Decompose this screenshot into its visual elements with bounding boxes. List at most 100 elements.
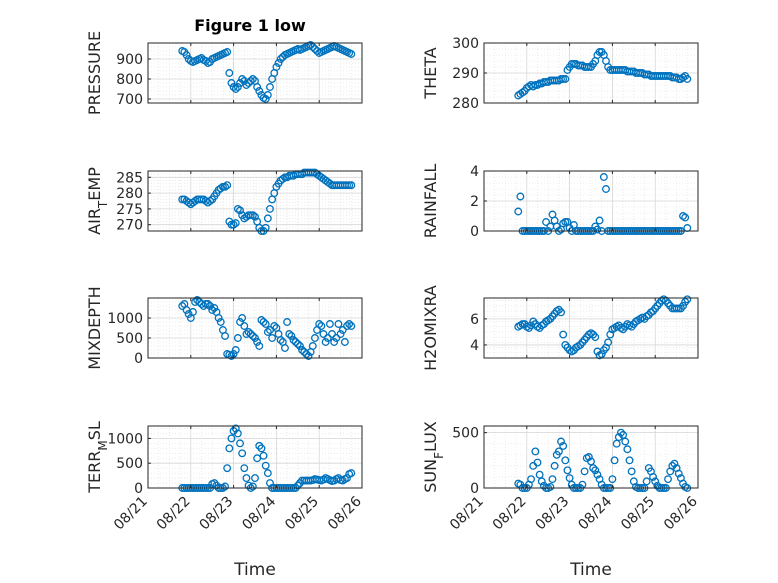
data-point: [263, 214, 272, 223]
data-point: [347, 469, 356, 478]
data-point: [227, 434, 236, 443]
data-point: [257, 316, 266, 324]
data-point: [251, 212, 259, 221]
data-point: [531, 447, 540, 456]
data-point: [263, 91, 272, 99]
data-point: [276, 55, 285, 63]
data-point: [203, 300, 212, 308]
data-point: [253, 83, 262, 91]
data-point: [343, 322, 351, 330]
data-point: [276, 336, 285, 344]
data-point: [514, 207, 523, 216]
y-tick-label: 0: [134, 481, 143, 497]
data-point: [330, 338, 339, 346]
data-point: [527, 475, 536, 484]
data-point: [263, 328, 272, 336]
data-point: [188, 308, 197, 316]
data-point: [674, 469, 683, 478]
y-tick-label: 1000: [107, 431, 143, 447]
data-point: [561, 75, 570, 83]
data-point: [623, 445, 632, 454]
data-point: [287, 332, 296, 340]
y-tick-label: 500: [452, 426, 479, 442]
data-point: [580, 467, 589, 476]
data-point: [244, 328, 253, 336]
data-point: [261, 320, 270, 328]
data-point: [266, 204, 274, 213]
series-mixdepth: [178, 296, 356, 360]
y-tick-label: 270: [116, 218, 143, 234]
data-point: [310, 334, 319, 342]
data-point: [679, 212, 687, 220]
y-tick-label: 0: [470, 481, 479, 497]
data-point: [242, 474, 251, 483]
data-point: [334, 320, 343, 328]
data-point: [278, 174, 287, 183]
data-point: [557, 308, 565, 317]
data-point: [238, 314, 247, 322]
y-tick-label: 285: [116, 170, 143, 186]
data-point: [227, 352, 236, 360]
y-tick-label: 6: [470, 312, 479, 328]
axes-box-h2omixra: [483, 297, 699, 359]
data-point: [627, 467, 636, 476]
data-point: [233, 429, 242, 438]
x-axis-label: Time: [233, 560, 276, 580]
data-point: [593, 225, 602, 234]
data-point: [223, 181, 232, 190]
series-h2omixra: [514, 295, 692, 360]
data-point: [253, 454, 262, 463]
data-point: [518, 88, 527, 97]
data-point: [270, 322, 279, 330]
data-point: [323, 334, 332, 342]
y-tick-label: 1000: [107, 311, 143, 327]
data-point: [261, 95, 270, 103]
data-point: [679, 73, 687, 82]
data-point: [295, 479, 304, 487]
data-point: [328, 330, 336, 338]
data-point: [193, 296, 202, 304]
y-axis-label-rainfall: RAINFALL: [421, 164, 440, 239]
data-point: [670, 459, 679, 468]
data-point: [206, 197, 215, 205]
data-point: [683, 295, 692, 304]
data-point: [244, 481, 253, 490]
data-point: [227, 79, 236, 87]
data-point: [516, 192, 525, 201]
y-tick-label: 2: [470, 194, 479, 210]
axes-box-mixdepth: [147, 297, 363, 359]
data-point: [599, 173, 608, 181]
data-point: [325, 320, 334, 328]
data-point: [546, 482, 555, 491]
data-point: [651, 477, 660, 486]
data-point: [338, 326, 347, 334]
data-point: [246, 330, 255, 338]
data-point: [537, 477, 546, 486]
data-point: [612, 439, 621, 448]
data-point: [321, 338, 330, 346]
data-point: [233, 334, 242, 342]
data-point: [595, 216, 604, 225]
data-point: [668, 461, 677, 470]
data-point: [548, 475, 557, 484]
data-point: [304, 352, 313, 360]
data-point: [347, 181, 356, 190]
data-point: [642, 477, 651, 486]
data-point: [610, 456, 619, 465]
data-point: [231, 85, 240, 93]
figure-title: Figure 1 low: [194, 16, 306, 35]
data-point: [593, 470, 602, 479]
y-axis-label-mixdepth: MIXDEPTH: [85, 286, 104, 369]
data-point: [178, 302, 187, 310]
data-point: [216, 184, 225, 193]
data-point: [542, 218, 551, 226]
data-point: [679, 301, 687, 310]
data-point: [584, 453, 593, 461]
data-point: [614, 433, 623, 442]
data-point: [604, 338, 613, 347]
series-pressure: [178, 41, 356, 103]
data-point: [336, 330, 345, 338]
data-point: [298, 346, 307, 354]
